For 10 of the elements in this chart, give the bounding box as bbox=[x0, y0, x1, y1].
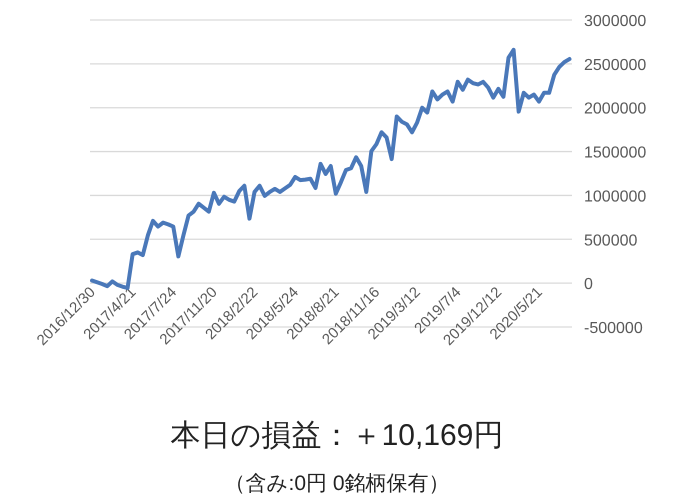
y-tick-label: 500000 bbox=[584, 232, 638, 250]
y-tick-label: 0 bbox=[584, 276, 593, 294]
text: 本日の損益：＋10,169円 bbox=[170, 419, 504, 452]
text: （含み:0円 0銘柄保有） bbox=[224, 472, 450, 495]
y-tick-label: -500000 bbox=[584, 320, 643, 337]
y-tick-label: 3000000 bbox=[584, 13, 646, 30]
y-tick-label: 2000000 bbox=[584, 100, 646, 118]
y-tick-label: 1000000 bbox=[584, 188, 646, 206]
y-tick-label: 2500000 bbox=[584, 56, 646, 74]
y-tick-label: 1500000 bbox=[584, 144, 646, 162]
